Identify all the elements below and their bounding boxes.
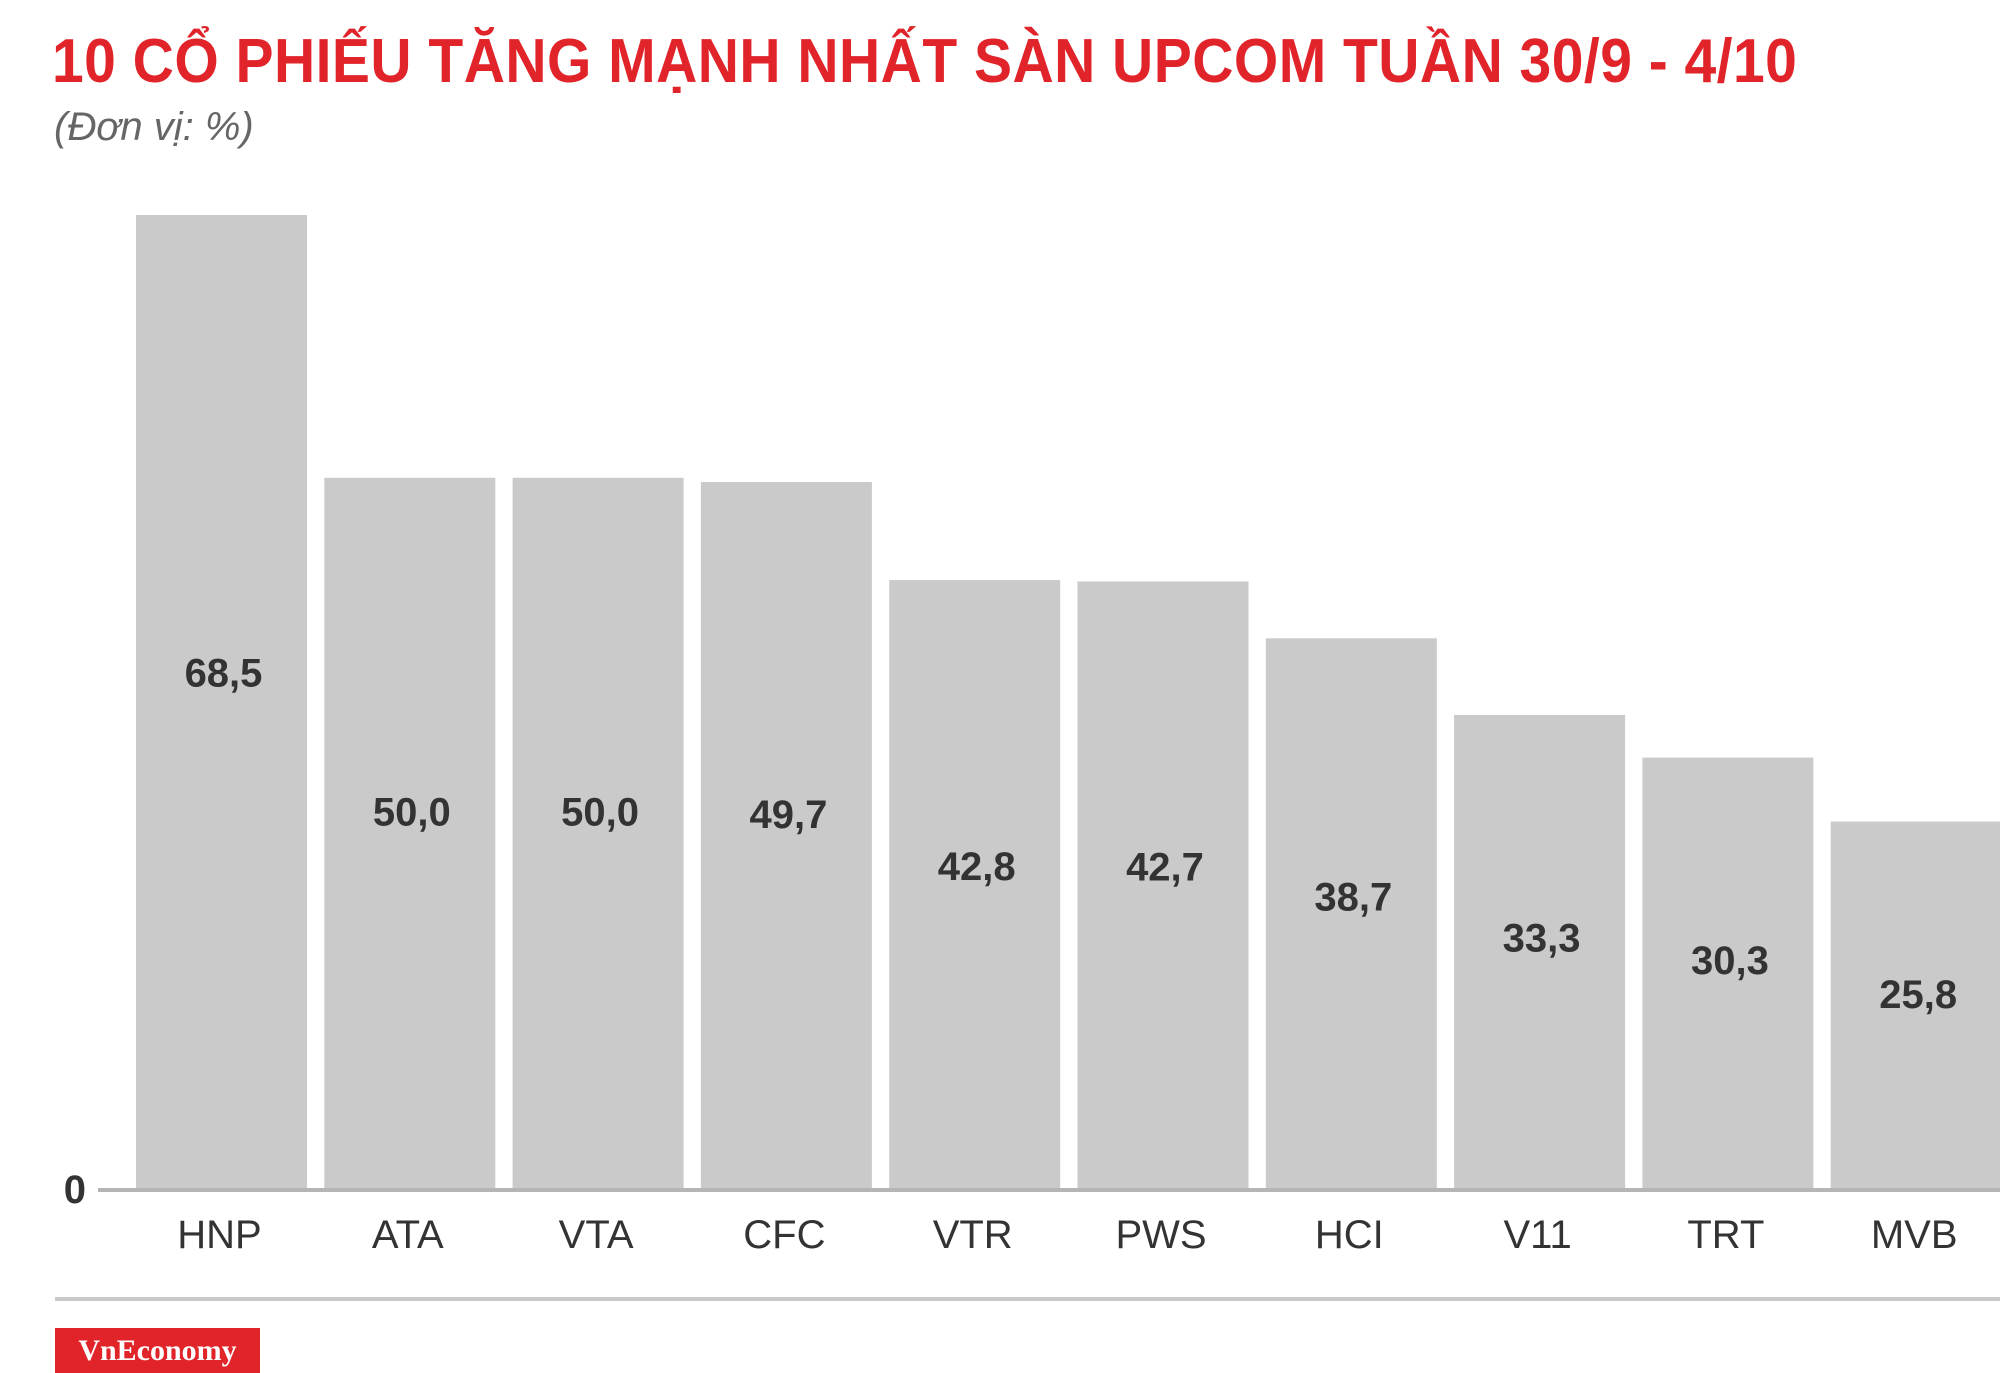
bar-ata — [324, 477, 496, 1189]
bar-trt — [1642, 757, 1814, 1188]
bar-pws — [1077, 581, 1249, 1188]
value-label-vtr: 42,8 — [938, 845, 1016, 889]
value-label-ata: 50,0 — [373, 791, 451, 835]
category-label-cfc: CFC — [743, 1213, 825, 1257]
value-label-cfc: 49,7 — [749, 793, 827, 837]
value-label-pws: 42,7 — [1126, 846, 1204, 890]
category-label-trt: TRT — [1687, 1213, 1764, 1257]
vneconomy-logo: VnEconomy — [55, 1328, 260, 1373]
chart-title: 10 CỔ PHIẾU TĂNG MẠNH NHẤT SÀN UPCOM TUẦ… — [52, 27, 1798, 96]
value-label-mvb: 25,8 — [1879, 973, 1957, 1017]
bar-hci — [1265, 638, 1437, 1188]
category-label-vta: VTA — [559, 1213, 634, 1257]
bar-mvb — [1830, 821, 2000, 1188]
category-label-vtr: VTR — [933, 1213, 1013, 1257]
value-label-v11: 33,3 — [1503, 916, 1581, 960]
bar-v11 — [1454, 714, 1626, 1188]
category-label-hnp: HNP — [177, 1213, 261, 1257]
category-label-hci: HCI — [1315, 1213, 1384, 1257]
bar-hnp — [136, 215, 307, 1188]
footer-divider — [55, 1297, 2000, 1301]
category-label-pws: PWS — [1115, 1213, 1206, 1257]
bar-vtr — [889, 580, 1061, 1188]
bar-cfc — [700, 482, 872, 1188]
bar-chart: 0 68,5 HNP 50,0 ATA 50,0 VTA 49,7 CFC 42,8 VTR 42,… — [64, 215, 2000, 1257]
chart-unit-subtitle: (Đơn vị: %) — [54, 105, 254, 149]
value-label-trt: 30,3 — [1691, 939, 1769, 983]
category-label-ata: ATA — [372, 1213, 444, 1257]
y-tick-label-zero: 0 — [64, 1168, 86, 1212]
bar-vta — [512, 477, 684, 1189]
category-label-mvb: MVB — [1871, 1213, 1958, 1257]
value-label-vta: 50,0 — [561, 791, 639, 835]
value-label-hci: 38,7 — [1314, 876, 1392, 920]
bars-group: 68,5 HNP 50,0 ATA 50,0 VTA 49,7 CFC 42,8 VTR 42,7 P… — [136, 215, 2000, 1257]
category-label-v11: V11 — [1503, 1213, 1571, 1257]
value-label-hnp: 68,5 — [185, 651, 263, 695]
